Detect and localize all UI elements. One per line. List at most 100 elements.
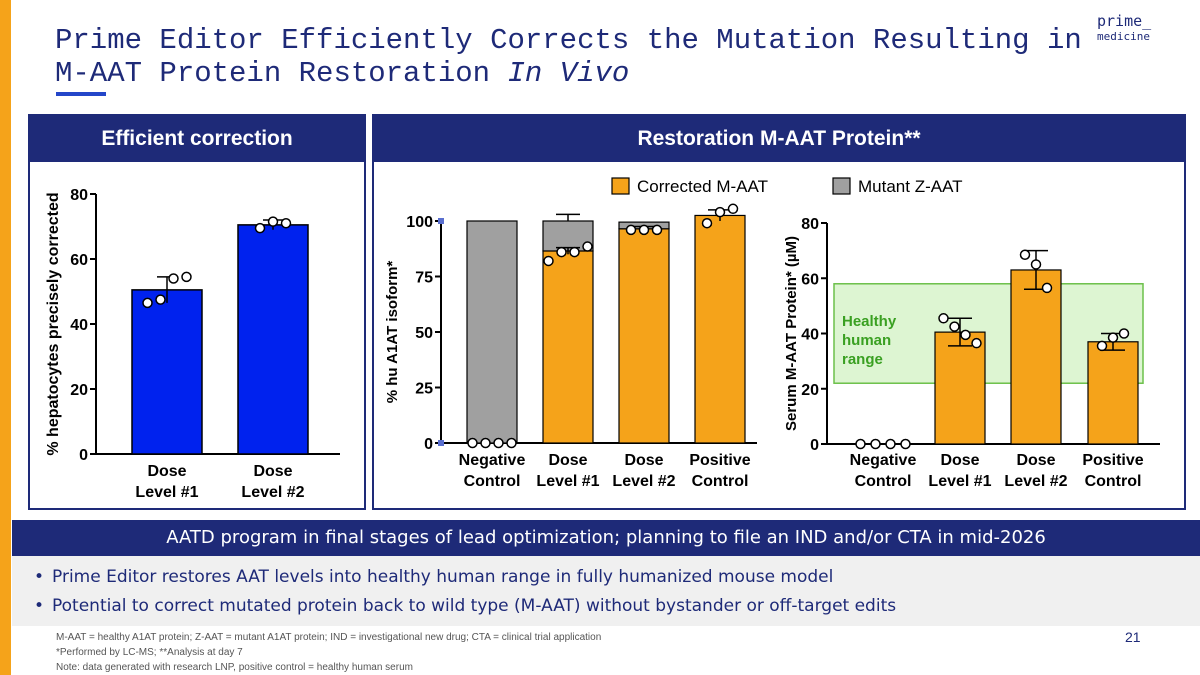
bar-corrected	[618, 228, 670, 444]
footnotes: M-AAT = healthy A1AT protein; Z-AAT = mu…	[56, 630, 601, 675]
y-tick-label: 40	[70, 317, 88, 334]
bar	[237, 224, 309, 455]
data-point	[467, 437, 478, 449]
bar-corrected	[694, 214, 746, 444]
x-tick-label: Dose	[1016, 452, 1055, 469]
accent-bar	[0, 0, 11, 675]
y-tick-label: 100	[406, 214, 433, 231]
x-tick-label: Negative	[459, 452, 526, 469]
bar	[1010, 269, 1062, 445]
bullet-item: Potential to correct mutated protein bac…	[34, 592, 1200, 621]
legend-swatch-corrected	[611, 177, 630, 195]
y-tick-label: 0	[810, 437, 819, 454]
y-tick-label: 0	[424, 436, 433, 453]
footnote: Note: data generated with research LNP, …	[56, 662, 413, 673]
data-point	[938, 313, 949, 324]
x-tick-label: Positive	[1082, 452, 1143, 469]
x-tick-label: Positive	[689, 452, 750, 469]
bar-corrected	[542, 250, 594, 444]
x-tick-label: Control	[464, 473, 521, 490]
x-tick-label: Dose	[624, 452, 663, 469]
x-tick-label: Dose	[253, 463, 292, 480]
footnote: *Performed by LC-MS; **Analysis at day 7	[56, 647, 243, 658]
data-point	[1041, 282, 1053, 294]
data-point	[885, 438, 896, 450]
y-tick-label: 20	[801, 382, 819, 399]
data-point	[714, 206, 726, 218]
y-axis-label: Serum M-AAT Protein* (µM)	[783, 236, 800, 431]
healthy-range-label: Healthy	[842, 313, 897, 330]
x-tick-label: Control	[1085, 473, 1142, 490]
y-tick-label: 25	[415, 381, 433, 398]
x-tick-label: Level #1	[928, 473, 991, 490]
legend-swatch-mutant	[832, 177, 851, 195]
x-tick-label: Control	[692, 473, 749, 490]
data-point	[1019, 249, 1031, 261]
data-point	[155, 294, 166, 305]
data-point	[280, 218, 292, 229]
y-tick-label: 80	[801, 216, 819, 233]
data-point	[1107, 332, 1119, 343]
right-panel-header: Restoration M-AAT Protein**	[374, 116, 1184, 162]
data-point	[701, 217, 713, 229]
x-tick-label: Control	[855, 473, 912, 490]
y-tick-label: 50	[415, 325, 433, 342]
data-point	[569, 246, 580, 258]
data-point	[870, 438, 881, 450]
data-point	[651, 224, 663, 236]
data-point	[625, 224, 637, 236]
title-main: Prime Editor Efficiently Corrects the Mu…	[55, 24, 1082, 90]
data-point	[556, 246, 567, 258]
data-point	[1118, 328, 1130, 339]
y-tick-label: 75	[415, 270, 433, 287]
bar	[934, 331, 986, 445]
x-tick-label: Level #2	[241, 484, 304, 501]
data-point	[1030, 259, 1042, 270]
program-banner: AATD program in final stages of lead opt…	[12, 520, 1200, 556]
data-point	[1096, 340, 1108, 352]
data-point	[949, 321, 960, 332]
data-point	[267, 216, 279, 227]
data-point	[168, 273, 179, 284]
bullet-list: Prime Editor restores AAT levels into he…	[12, 556, 1200, 626]
data-point	[638, 224, 650, 236]
slide-title: Prime Editor Efficiently Corrects the Mu…	[55, 24, 1095, 90]
title-italic: In Vivo	[507, 57, 630, 90]
data-point	[493, 437, 504, 449]
x-tick-label: Dose	[147, 463, 186, 480]
logo-line-1: prime_	[1097, 12, 1152, 30]
data-point	[480, 437, 491, 449]
y-axis-label: % hu A1AT isoform*	[384, 261, 401, 404]
data-point	[582, 241, 593, 252]
y-tick-label: 20	[70, 382, 88, 399]
data-point	[254, 222, 266, 234]
data-point	[971, 337, 982, 349]
axis-end-marker	[438, 440, 444, 446]
y-axis-label: % hepatocytes precisely corrected	[45, 192, 62, 455]
data-point	[181, 271, 192, 283]
data-point	[142, 297, 153, 309]
legend-label: Corrected M-AAT	[637, 177, 768, 196]
x-tick-label: Level #2	[1004, 473, 1067, 490]
x-tick-label: Level #1	[135, 484, 198, 501]
charts-svg: 0 20 40 60 80 % hepatocytes precisely correct…	[45, 177, 1160, 501]
x-tick-label: Level #2	[612, 473, 675, 490]
y-tick-label: 40	[801, 327, 819, 344]
healthy-range-label: range	[842, 351, 883, 368]
page-number: 21	[1125, 629, 1141, 645]
logo-line-2: medicine	[1097, 30, 1150, 43]
axis-end-marker	[438, 218, 444, 224]
company-logo: prime_ medicine	[1097, 14, 1151, 44]
x-tick-label: Dose	[940, 452, 979, 469]
x-tick-label: Level #1	[536, 473, 599, 490]
y-tick-label: 80	[70, 187, 88, 204]
legend-label: Mutant Z-AAT	[858, 177, 963, 196]
x-tick-label: Dose	[548, 452, 587, 469]
title-underline	[56, 92, 106, 96]
bar-mutant	[466, 220, 518, 444]
left-panel-header: Efficient correction	[30, 116, 364, 162]
bullet-item: Prime Editor restores AAT levels into he…	[34, 563, 1200, 592]
healthy-range-label: human	[842, 332, 891, 349]
y-tick-label: 60	[801, 271, 819, 288]
data-point	[960, 329, 971, 341]
